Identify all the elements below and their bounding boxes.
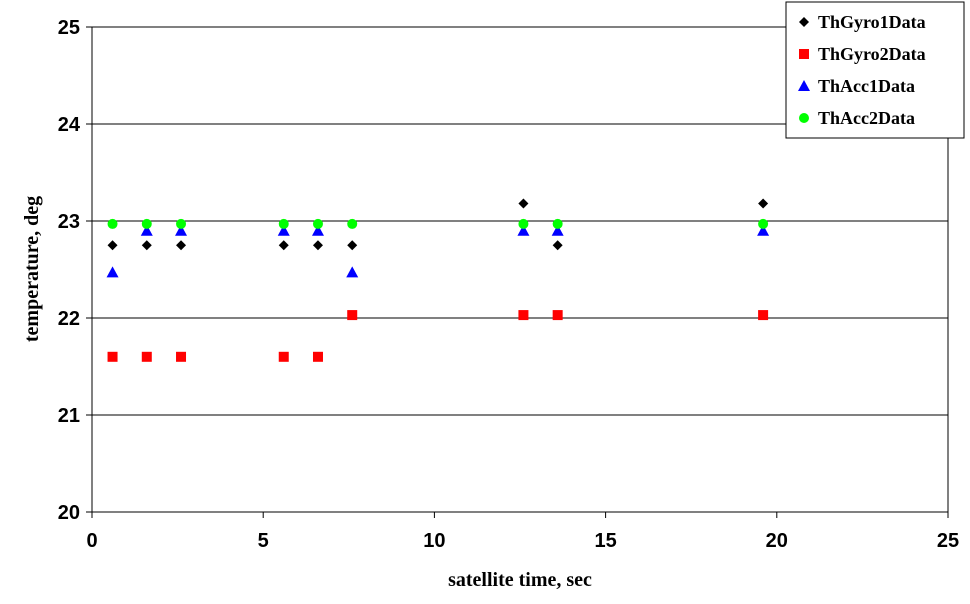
data-point-ThAcc1Data [517,224,530,236]
legend-marker-ThGyro2Data [799,49,809,59]
series-ThAcc1Data [106,224,770,278]
legend-marker-ThAcc1Data [798,80,810,91]
y-tick-label: 22 [58,308,80,330]
y-tick-label: 24 [58,114,81,136]
x-axis-ticks: 0 5 10 15 20 25 [86,512,959,552]
data-point-ThGyro2Data [176,351,187,362]
data-point-ThGyro2Data [347,310,358,321]
data-point-ThAcc1Data [106,266,119,278]
data-point-ThAcc2Data [518,218,529,229]
x-axis-title: satellite time, sec [448,569,592,591]
legend-label: ThGyro2Data [818,44,926,64]
legend-box [785,1,965,139]
data-point-ThGyro2Data [518,310,529,321]
y-tick-label: 20 [58,502,80,524]
legend-item-ThAcc2Data: ThAcc2Data [799,108,915,128]
legend-marker-ThAcc2Data [799,113,809,123]
data-point-ThAcc2Data [141,218,152,229]
legend-label: ThGyro1Data [818,12,926,32]
y-tick-label: 25 [58,17,80,39]
data-point-ThAcc1Data [277,224,290,236]
data-point-ThAcc2Data [312,218,323,229]
data-point-ThAcc2Data [552,218,563,229]
series-ThGyro2Data [107,310,769,362]
data-point-ThGyro2Data [552,310,563,321]
data-point-ThGyro1Data [278,240,289,251]
legend-label: ThAcc1Data [818,76,915,96]
data-point-ThGyro1Data [347,240,358,251]
data-point-ThGyro2Data [312,351,323,362]
x-tick-label: 5 [258,530,269,552]
data-point-ThGyro1Data [141,240,152,251]
data-point-ThGyro1Data [758,198,769,209]
data-point-ThAcc2Data [347,218,358,229]
data-point-ThAcc1Data [757,224,770,236]
data-points [106,198,770,362]
x-tick-label: 10 [423,530,445,552]
series-ThGyro1Data [107,198,769,251]
data-point-ThAcc2Data [176,218,187,229]
y-tick-label: 21 [58,405,80,427]
data-point-ThAcc1Data [175,224,188,236]
data-point-ThAcc2Data [278,218,289,229]
x-tick-label: 20 [766,530,788,552]
y-tick-label: 23 [58,211,80,233]
data-point-ThAcc1Data [140,224,153,236]
data-point-ThGyro2Data [758,310,769,321]
data-point-ThGyro1Data [518,198,529,209]
data-point-ThGyro1Data [552,240,563,251]
x-tick-label: 15 [594,530,616,552]
series-ThAcc2Data [107,218,769,229]
legend: ThGyro1Data ThGyro2Data ThAcc1Data ThAcc2Da… [785,1,965,139]
data-point-ThGyro1Data [107,240,118,251]
legend-item-ThAcc1Data: ThAcc1Data [798,76,915,96]
data-point-ThAcc1Data [551,224,564,236]
x-tick-label: 25 [937,530,959,552]
data-point-ThGyro2Data [141,351,152,362]
data-point-ThGyro2Data [107,351,118,362]
y-axis-ticks: 20 21 22 23 24 25 [58,17,92,524]
legend-item-ThGyro2Data: ThGyro2Data [799,44,926,64]
data-point-ThGyro1Data [312,240,323,251]
data-point-ThGyro2Data [278,351,289,362]
y-axis-title: temperature, deg [21,196,43,342]
data-point-ThAcc2Data [107,218,118,229]
x-tick-label: 0 [86,530,97,552]
data-point-ThAcc1Data [311,224,324,236]
legend-label: ThAcc2Data [818,108,915,128]
data-point-ThAcc1Data [346,266,359,278]
data-point-ThGyro1Data [176,240,187,251]
legend-marker-ThGyro1Data [799,17,809,27]
legend-item-ThGyro1Data: ThGyro1Data [799,12,926,32]
data-point-ThAcc2Data [758,218,769,229]
